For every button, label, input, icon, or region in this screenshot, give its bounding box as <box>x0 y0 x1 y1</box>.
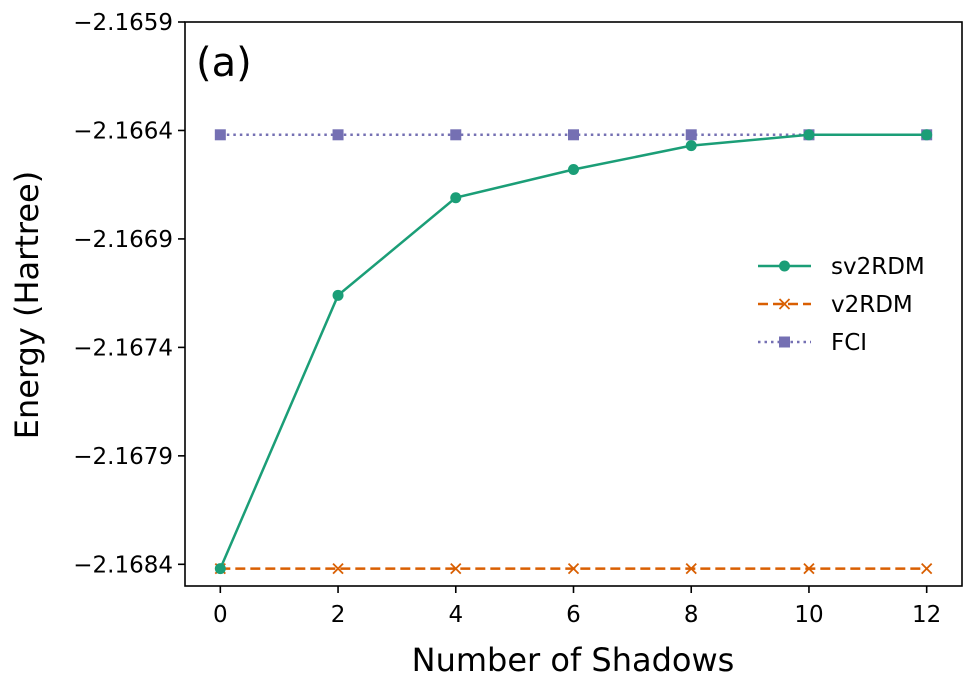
marker-v2rdm-1 <box>332 563 344 575</box>
marker-v2rdm-3 <box>567 563 580 575</box>
plot-layer <box>185 22 962 586</box>
x-axis-title: Number of Shadows <box>412 641 735 679</box>
marker-fci-1 <box>332 129 344 141</box>
x-tick-label-2: 4 <box>448 602 463 628</box>
marker-v2rdm-2-b <box>450 563 462 575</box>
marker-fci-2 <box>450 129 462 141</box>
legend-label-v2rdm: v2RDM <box>831 292 913 318</box>
x-tick-label-0: 0 <box>213 602 228 628</box>
x-tick-label-6: 12 <box>912 602 941 628</box>
marker-sv2rdm-5 <box>803 129 815 141</box>
marker-fci-0 <box>214 129 226 141</box>
marker-sv2rdm-1 <box>332 289 344 301</box>
marker-v2rdm-4 <box>685 563 697 575</box>
marker-sv2rdm-4 <box>685 140 697 152</box>
panel-label: (a) <box>196 40 252 86</box>
marker-v2rdm-5 <box>803 563 815 575</box>
marker-sv2rdm-6 <box>921 129 933 141</box>
marker-v2rdm-6 <box>921 563 933 575</box>
marker-v2rdm-3-b <box>567 563 580 575</box>
y-tick-label-3: −2.1669 <box>73 227 173 253</box>
legend-marker-fci <box>779 336 790 348</box>
legend-item-v2rdm: v2RDM <box>758 292 913 318</box>
legend-label-sv2rdm: sv2RDM <box>831 254 925 280</box>
y-tick-label-5: −2.1659 <box>73 10 173 36</box>
legend-marker-v2rdm <box>778 298 791 310</box>
x-tick-label-3: 6 <box>566 602 581 628</box>
legend-item-fci: FCI <box>758 330 867 356</box>
x-tick-label-1: 2 <box>331 602 346 628</box>
marker-v2rdm-1-b <box>332 563 344 575</box>
marker-v2rdm-2 <box>450 563 462 575</box>
legend: sv2RDM v2RDM FCI <box>758 254 925 356</box>
y-tick-label-2: −2.1674 <box>73 335 173 361</box>
marker-v2rdm-5-b <box>803 563 815 575</box>
y-tick-label-4: −2.1664 <box>73 118 173 144</box>
series-layer <box>214 129 933 575</box>
axes-layer: 0 2 4 6 8 10 12 −2.1684 −2.1679 −2.1674 −2.1669 −2.… <box>73 10 963 628</box>
y-tick-label-1: −2.1679 <box>73 444 173 470</box>
marker-sv2rdm-3 <box>568 164 579 176</box>
marker-sv2rdm-0 <box>214 563 226 575</box>
marker-sv2rdm-2 <box>450 192 462 204</box>
legend-marker-sv2rdm <box>779 260 790 272</box>
legend-label-fci: FCI <box>831 330 867 356</box>
legend-marker-v2rdm-b <box>778 298 791 310</box>
marker-fci-4 <box>685 129 697 141</box>
series-sv2rdm <box>214 129 933 575</box>
y-tick-label-0: −2.1684 <box>73 552 173 578</box>
marker-v2rdm-4-b <box>685 563 697 575</box>
x-tick-label-4: 8 <box>684 602 699 628</box>
marker-fci-3 <box>568 129 579 141</box>
x-tick-label-5: 10 <box>794 602 823 628</box>
legend-item-sv2rdm: sv2RDM <box>758 254 925 280</box>
series-v2rdm <box>214 563 933 575</box>
y-axis-title: Energy (Hartree) <box>8 171 46 439</box>
marker-v2rdm-6-b <box>921 563 933 575</box>
plot-background <box>185 22 962 586</box>
